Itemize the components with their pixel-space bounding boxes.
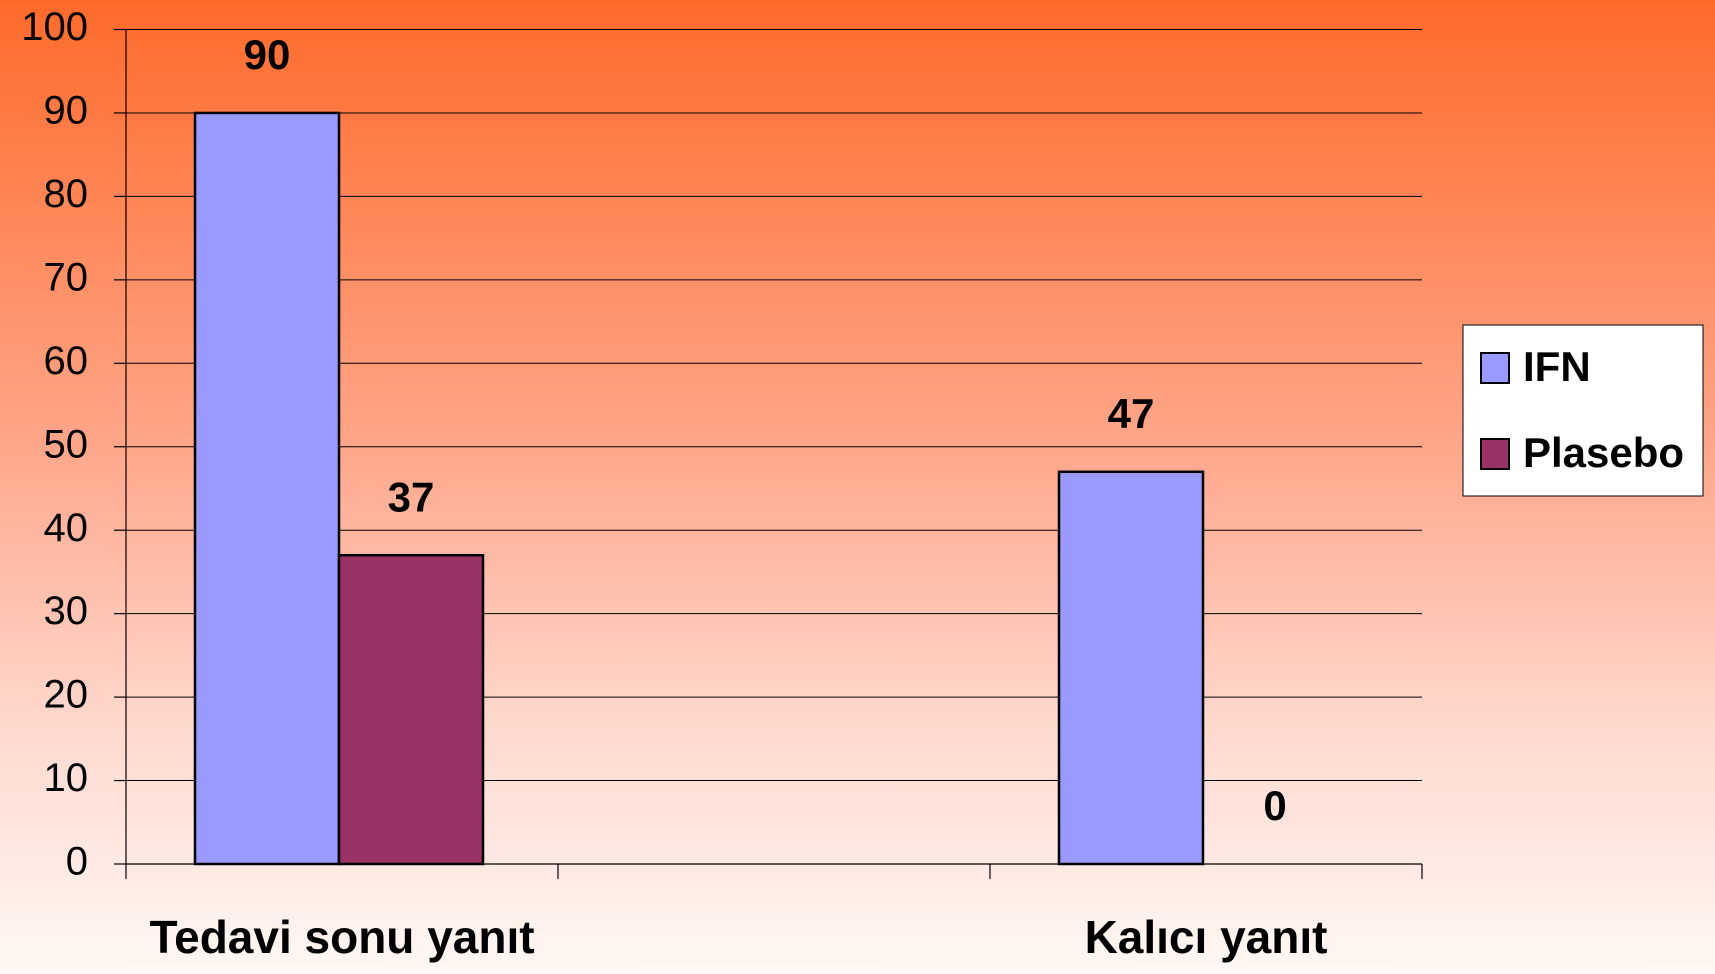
legend-swatch: [1480, 438, 1510, 470]
bar: [193, 111, 341, 866]
bar: [337, 553, 485, 866]
y-tick-label: 100: [21, 5, 88, 49]
legend-label: IFN: [1523, 343, 1591, 390]
y-tick-label: 80: [44, 172, 89, 216]
y-tick-label: 10: [44, 756, 89, 800]
x-tick-label: Kalıcı yanıt: [1085, 911, 1328, 963]
y-tick-label: 0: [66, 840, 88, 884]
value-label: 47: [1108, 390, 1155, 437]
value-label: 37: [388, 473, 435, 520]
y-tick-label: 90: [44, 89, 89, 133]
y-tick-label: 60: [44, 339, 89, 383]
value-label: 90: [244, 31, 291, 78]
value-label: 0: [1263, 782, 1286, 829]
legend-swatch: [1480, 352, 1510, 384]
y-tick-label: 50: [44, 422, 89, 466]
x-tick-label: Tedavi sonu yanıt: [149, 911, 534, 963]
y-tick-label: 70: [44, 255, 89, 299]
bar: [1057, 470, 1205, 866]
legend-label: Plasebo: [1523, 429, 1684, 476]
y-tick-label: 40: [44, 506, 89, 550]
y-tick-label: 20: [44, 673, 89, 717]
y-tick-label: 30: [44, 589, 89, 633]
